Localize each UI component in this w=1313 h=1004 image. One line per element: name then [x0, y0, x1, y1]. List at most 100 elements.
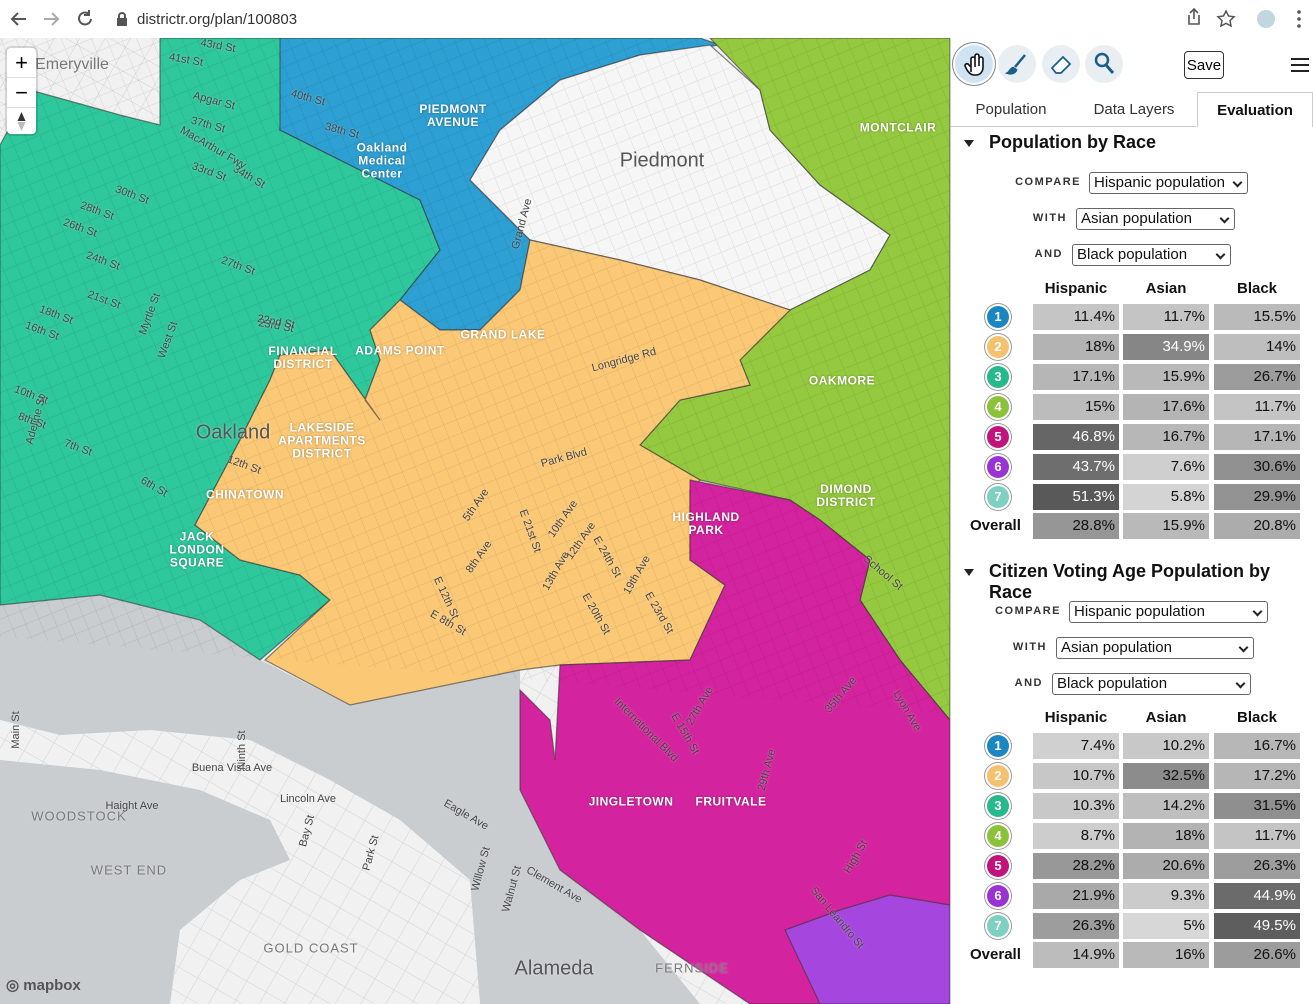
district-badge: 6 — [987, 456, 1009, 478]
column-header: Hispanic — [1044, 280, 1108, 297]
attribution-text[interactable]: mapbox — [23, 977, 81, 994]
table-cell: 10.3% — [1033, 793, 1119, 819]
tab[interactable]: Evaluation — [1197, 92, 1313, 127]
table-cell: 17.6% — [1123, 394, 1209, 420]
compass[interactable] — [7, 108, 36, 135]
table-cell: 18% — [1033, 334, 1119, 360]
table-cell: 11.7% — [1214, 394, 1300, 420]
map-label: JINGLETOWN — [588, 794, 674, 809]
district-badge: 3 — [987, 795, 1009, 817]
table-cell: 31.5% — [1214, 793, 1300, 819]
map[interactable]: Emeryville Piedmont Oakland PIEDMONT AVENUE… — [0, 38, 950, 1004]
table-cell: 30.6% — [1214, 454, 1300, 480]
district-badge: 7 — [987, 486, 1009, 508]
map-label: HIGHLAND PARK — [672, 510, 740, 537]
save-button[interactable]: Save — [1184, 51, 1224, 79]
district-badge: 4 — [987, 396, 1009, 418]
tab[interactable]: Data Layers — [1072, 92, 1196, 127]
district-badge: 2 — [987, 765, 1009, 787]
table-cell: 18% — [1123, 823, 1209, 849]
district-badge: 7 — [987, 915, 1009, 937]
district-badge: 1 — [987, 306, 1009, 328]
column-header: Asian — [1145, 709, 1187, 726]
map-label: GOLD COAST — [263, 940, 359, 956]
dropdown[interactable]: Asian population — [1076, 208, 1235, 230]
map-label: Oakland Medical Center — [356, 140, 408, 181]
district-badge: 3 — [987, 366, 1009, 388]
table-cell: 8.7% — [1033, 823, 1119, 849]
map-label: FRUITVALE — [695, 794, 767, 809]
eraser-tool[interactable] — [1042, 45, 1080, 83]
table-cell: 10.2% — [1123, 733, 1209, 759]
map-label: FINANCIAL DISTRICT — [268, 344, 338, 371]
brush-tool[interactable] — [998, 45, 1036, 83]
section-title: Population by Race — [989, 132, 1157, 152]
map-label: Main St — [10, 711, 22, 749]
url[interactable]: districtr.org/plan/100803 — [137, 11, 298, 28]
district-6[interactable] — [784, 894, 950, 1004]
table-cell: 29.9% — [1214, 484, 1300, 510]
column-header: Hispanic — [1044, 709, 1108, 726]
select-label: COMPARE — [1015, 176, 1081, 188]
nav-buttons[interactable] — [0, 0, 110, 38]
lock-icon — [117, 12, 127, 26]
column-header: Asian — [1145, 280, 1187, 297]
table-cell: 7.4% — [1033, 733, 1119, 759]
menu-button[interactable] — [1291, 58, 1309, 72]
map-label: Ninth St — [236, 730, 248, 770]
table-cell: 10.7% — [1033, 763, 1119, 789]
table-cell: 17.1% — [1214, 424, 1300, 450]
map-label: JACK LONDON SQUARE — [169, 529, 225, 570]
map-label: Haight Ave — [105, 800, 159, 812]
dropdown[interactable]: Asian population — [1056, 637, 1254, 659]
table-cell: 11.7% — [1214, 823, 1300, 849]
table-cell: 15.5% — [1214, 304, 1300, 330]
map-label: WOODSTOCK — [31, 808, 127, 824]
select-label: COMPARE — [995, 605, 1061, 617]
map-label: Piedmont — [619, 149, 705, 172]
table-cell: 20.6% — [1123, 853, 1209, 879]
attribution[interactable]: ◎ mapbox — [6, 977, 81, 994]
select-label: WITH — [1012, 641, 1047, 653]
collapse-toggle[interactable] — [964, 140, 974, 147]
section-title: Citizen Voting Age Population by Race — [989, 561, 1270, 602]
pan-tool[interactable] — [955, 45, 993, 83]
dropdown[interactable]: Black population — [1052, 673, 1251, 695]
map-label: Oakland — [195, 421, 271, 444]
water — [0, 595, 700, 1004]
map-label: FERNSIDE — [655, 960, 729, 976]
table-cell: 26.7% — [1214, 364, 1300, 390]
map-label: Emeryville — [35, 56, 109, 73]
dropdown[interactable]: Hispanic population — [1069, 601, 1268, 623]
dropdown[interactable]: Black population — [1072, 244, 1231, 266]
inspect-tool[interactable] — [1085, 45, 1123, 83]
table-cell: 15% — [1033, 394, 1119, 420]
table-cell: 14% — [1214, 334, 1300, 360]
map-label: WEST END — [90, 862, 168, 878]
table-cell: 16% — [1123, 942, 1209, 968]
table-cell: 17.2% — [1214, 763, 1300, 789]
district-badge: 4 — [987, 825, 1009, 847]
map-label: LAKESIDE APARTMENTS DISTRICT — [278, 420, 366, 461]
table-cell: 14.9% — [1033, 942, 1119, 968]
district-badge: 5 — [987, 426, 1009, 448]
table-cell: 15.9% — [1123, 364, 1209, 390]
map-label: Lincoln Ave — [279, 793, 337, 805]
browser-icons[interactable] — [1183, 0, 1313, 38]
collapse-toggle[interactable] — [964, 569, 974, 576]
tab[interactable]: Population — [950, 92, 1072, 127]
table-cell: 28.2% — [1033, 853, 1119, 879]
table-cell: 44.9% — [1214, 883, 1300, 909]
map-label: OAKMORE — [808, 373, 876, 388]
row-label: Overall — [970, 517, 1021, 534]
district-badge: 2 — [987, 336, 1009, 358]
table-cell: 5% — [1123, 913, 1209, 939]
table-cell: 26.3% — [1033, 913, 1119, 939]
zoom-out[interactable]: − — [7, 78, 36, 108]
zoom-in[interactable]: + — [7, 48, 36, 78]
table-cell: 16.7% — [1123, 424, 1209, 450]
table-cell: 11.4% — [1033, 304, 1119, 330]
dropdown[interactable]: Hispanic population — [1089, 172, 1248, 194]
table-cell: 51.3% — [1033, 484, 1119, 510]
table-cell: 26.6% — [1214, 942, 1300, 968]
